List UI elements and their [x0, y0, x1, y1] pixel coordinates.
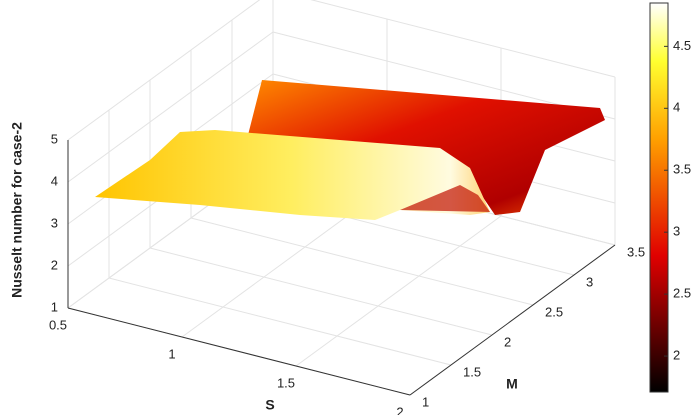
grid-line	[295, 215, 502, 367]
colorbar-tick-label: 3.5	[673, 162, 691, 177]
z-tick-label: 1	[51, 299, 58, 314]
colorbar-tick-label: 4.5	[673, 38, 691, 53]
x-tick-label: 0.5	[49, 317, 67, 332]
grid-line	[149, 247, 493, 336]
grid-line	[67, 31, 274, 183]
y-tick-label: 2.5	[545, 304, 563, 319]
y-axis	[409, 244, 616, 396]
grid-line	[108, 277, 452, 366]
grid-line	[190, 217, 534, 306]
colorbar-tick-label: 3	[673, 224, 680, 239]
x-tick-label: 1.5	[277, 375, 295, 390]
y-tick-label: 3.5	[627, 244, 645, 259]
y-axis-label: M	[506, 376, 518, 392]
z-axis-label: Nusselt number for case-2	[9, 122, 25, 298]
z-tick-label: 2	[51, 257, 58, 272]
surface-dip	[400, 185, 490, 212]
z-tick-label: 4	[51, 173, 58, 188]
colorbar-tick-label: 2.5	[673, 286, 691, 301]
y-tick-label: 2	[504, 334, 511, 349]
x-axis-label: S	[265, 397, 274, 413]
y-tick-label: 1.5	[463, 364, 481, 379]
y-tick-label: 3	[586, 274, 593, 289]
y-tick-label: 1	[422, 394, 429, 409]
grid-line	[310, 0, 616, 78]
x-tick-label: 2	[396, 404, 403, 415]
z-tick-label: 5	[51, 131, 58, 146]
grid-line	[67, 0, 261, 141]
colorbar	[649, 2, 669, 393]
grid-line	[272, 31, 616, 120]
x-axis	[67, 307, 411, 396]
surface-front	[95, 130, 490, 220]
x-tick-label: 1	[168, 346, 175, 361]
colorbar-tick-label: 2	[673, 348, 680, 363]
z-tick-label: 3	[51, 215, 58, 230]
colorbar-tick-label: 4	[673, 100, 680, 115]
